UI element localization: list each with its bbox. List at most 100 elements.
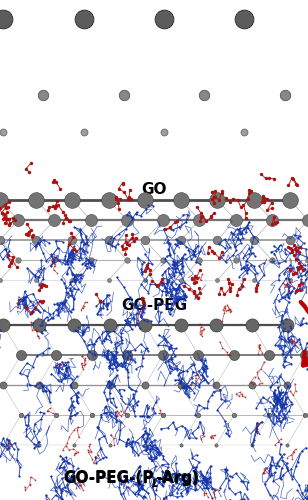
Point — [128, 318, 132, 326]
Point — [271, 388, 276, 396]
Point — [190, 454, 195, 462]
Point — [142, 446, 147, 454]
Point — [165, 288, 170, 296]
Point — [202, 364, 207, 372]
Point — [157, 317, 162, 325]
Point — [179, 276, 184, 284]
Point — [40, 328, 45, 336]
Point — [252, 270, 257, 278]
Point — [173, 296, 178, 304]
Point — [117, 476, 122, 484]
Point — [202, 324, 207, 332]
Point — [108, 398, 113, 406]
Point — [254, 269, 259, 277]
Point — [49, 314, 54, 322]
Point — [199, 210, 204, 218]
Point — [120, 336, 125, 344]
Point — [217, 338, 222, 345]
Point — [21, 293, 26, 301]
Point — [128, 386, 133, 394]
Point — [219, 188, 224, 196]
Point — [205, 484, 210, 492]
Point — [163, 226, 168, 234]
Point — [244, 228, 249, 236]
Point — [268, 462, 273, 470]
Point — [267, 472, 272, 480]
Point — [197, 320, 202, 328]
Point — [32, 272, 37, 280]
Point — [22, 304, 27, 312]
Point — [160, 461, 164, 469]
Point — [303, 276, 308, 283]
Point — [88, 216, 93, 224]
Point — [166, 270, 171, 278]
Point — [197, 216, 202, 224]
Point — [101, 388, 106, 396]
Point — [262, 259, 267, 267]
Point — [53, 491, 58, 499]
Point — [61, 256, 66, 264]
Point — [126, 439, 131, 447]
Point — [258, 340, 263, 348]
Point — [276, 410, 281, 418]
Point — [269, 461, 274, 469]
Point — [216, 196, 221, 204]
Point — [126, 478, 131, 486]
Point — [247, 244, 252, 252]
Point — [182, 388, 187, 396]
Point — [136, 480, 141, 488]
Point — [124, 240, 129, 248]
Point — [120, 180, 125, 188]
Point — [202, 491, 207, 499]
Point — [2, 210, 6, 218]
Point — [106, 346, 111, 354]
Point — [271, 476, 276, 484]
Point — [143, 478, 148, 486]
Point — [193, 480, 198, 488]
Point — [281, 363, 286, 371]
Point — [213, 188, 218, 196]
Point — [292, 251, 297, 259]
Point — [118, 480, 123, 488]
Point — [46, 344, 51, 352]
Point — [296, 274, 301, 281]
Point — [239, 239, 244, 247]
Point — [222, 244, 227, 252]
Point — [298, 262, 302, 270]
Point — [236, 234, 241, 241]
Point — [6, 221, 11, 229]
Point — [65, 260, 70, 268]
Point — [179, 260, 184, 268]
Point — [67, 433, 72, 441]
Point — [149, 456, 154, 464]
Point — [53, 483, 58, 491]
Point — [100, 454, 105, 462]
Point — [111, 394, 116, 402]
Point — [277, 450, 282, 458]
Point — [158, 406, 163, 414]
Point — [143, 236, 148, 244]
Point — [227, 432, 232, 440]
Point — [233, 216, 238, 224]
Point — [193, 372, 198, 380]
Point — [237, 224, 242, 232]
Point — [273, 464, 278, 471]
Point — [224, 474, 229, 482]
Point — [283, 315, 288, 323]
Point — [204, 476, 209, 484]
Point — [159, 410, 164, 418]
Point — [249, 243, 254, 251]
Point — [183, 424, 188, 432]
Point — [181, 294, 186, 302]
Point — [248, 262, 253, 270]
Point — [128, 194, 133, 202]
Point — [285, 293, 290, 301]
Point — [157, 331, 162, 339]
Point — [70, 196, 75, 204]
Point — [111, 327, 116, 335]
Point — [119, 362, 124, 370]
Point — [287, 407, 292, 415]
Point — [1, 321, 6, 329]
Point — [200, 371, 205, 379]
Point — [34, 276, 39, 284]
